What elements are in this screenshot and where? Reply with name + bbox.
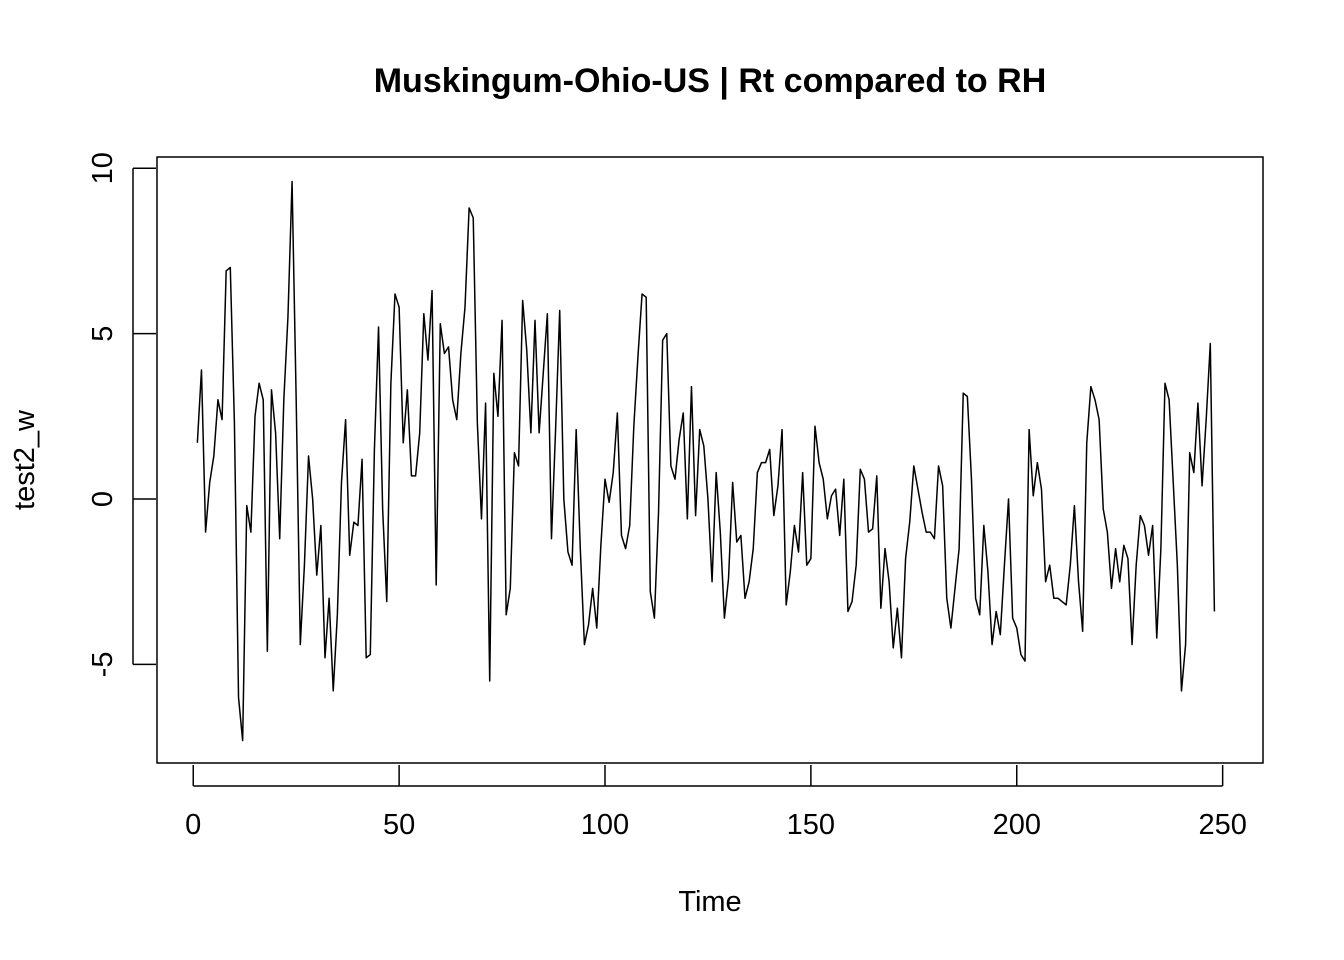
x-tick-label: 100 xyxy=(581,809,629,841)
series-line xyxy=(196,180,1216,742)
y-tick-label: 5 xyxy=(87,326,119,342)
x-tick-label: 50 xyxy=(383,809,415,841)
chart-title: Muskingum-Ohio-US | Rt compared to RH xyxy=(374,62,1047,100)
y-axis: -5 0 5 10 xyxy=(87,152,156,677)
x-tick-label: 0 xyxy=(185,809,201,841)
y-tick-label: -5 xyxy=(87,652,119,678)
x-axis-label: Time xyxy=(678,886,741,918)
plot-frame xyxy=(156,156,1264,764)
x-tick-label: 200 xyxy=(993,809,1041,841)
y-tick-label: 0 xyxy=(87,491,119,507)
y-axis-label: test2_w xyxy=(9,409,41,510)
x-axis: 0 50 100 150 200 250 xyxy=(185,765,1247,841)
y-tick-label: 10 xyxy=(87,152,119,184)
x-tick-label: 250 xyxy=(1198,809,1246,841)
x-tick-label: 150 xyxy=(787,809,835,841)
